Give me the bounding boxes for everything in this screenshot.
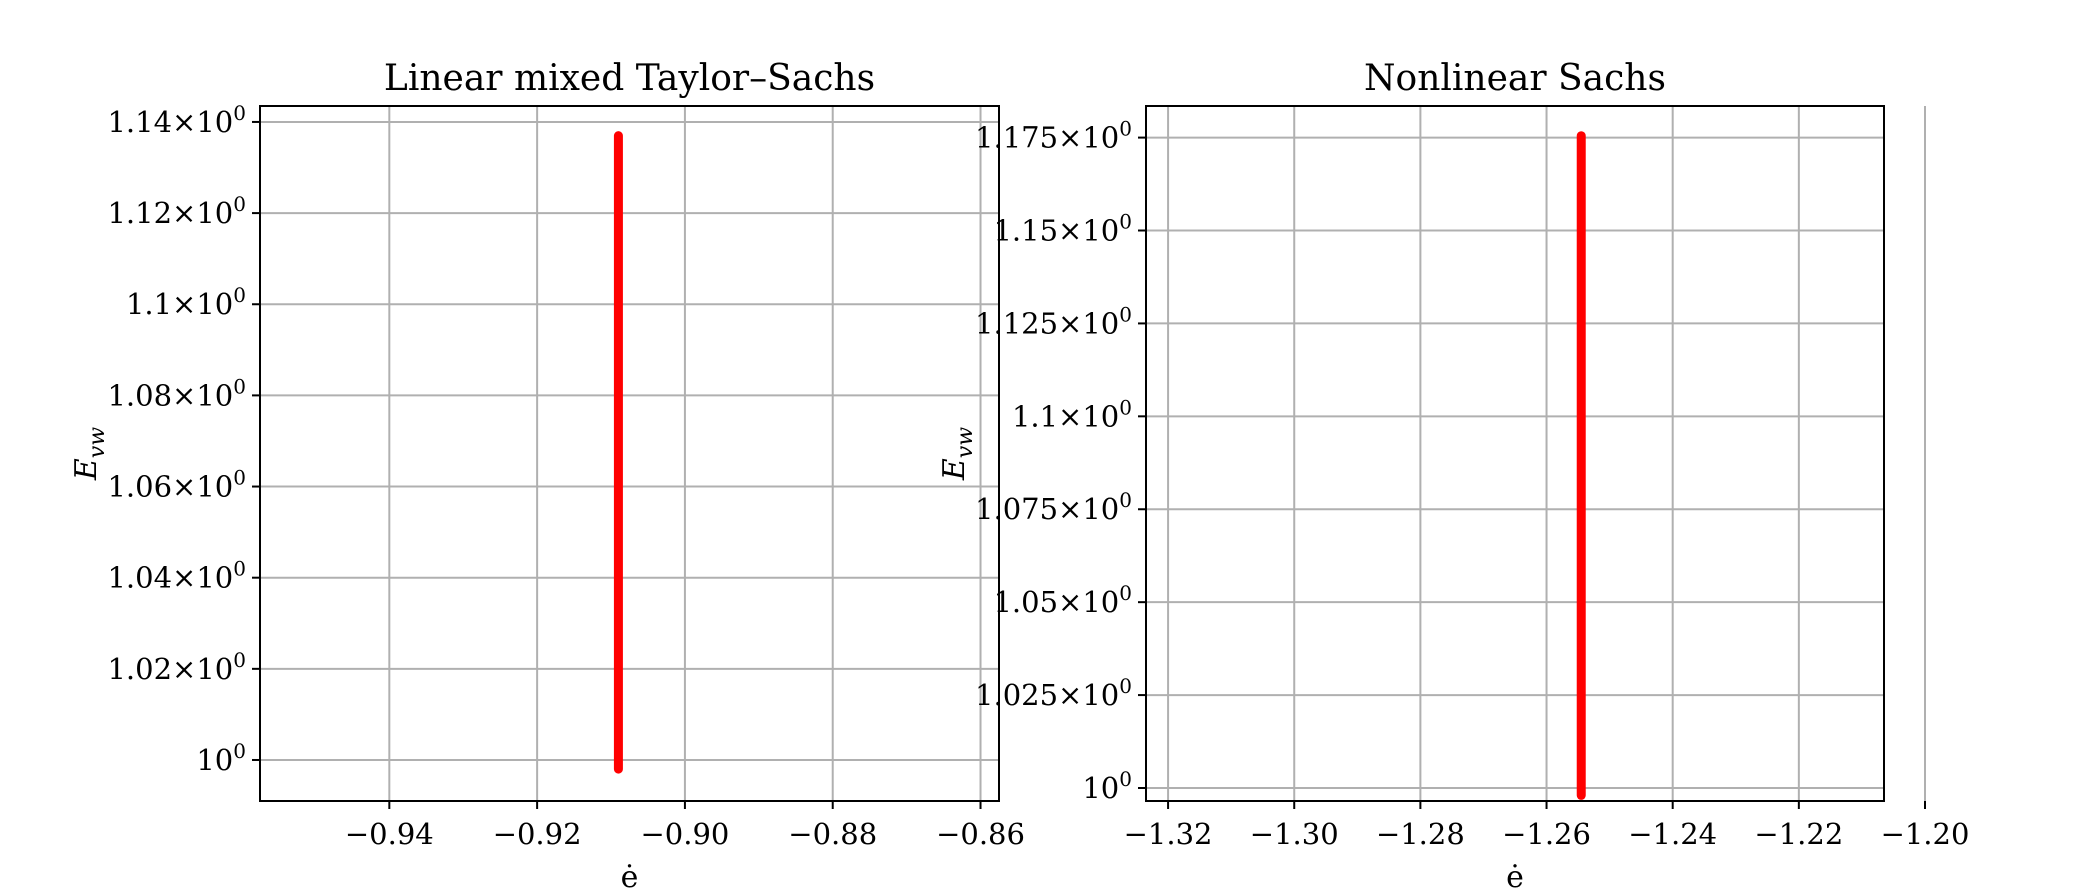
x-tick-label: −1.22 xyxy=(1754,817,1843,851)
x-tick-label: −0.92 xyxy=(493,817,582,851)
subplot-1: −0.94 −0.92 −0.90 −0.88 −0.86 100 1.02×100 1.04… xyxy=(69,58,1025,892)
y-axis-label: Evw xyxy=(937,427,978,481)
x-tick-label: −1.32 xyxy=(1124,817,1213,851)
y-tick-label: 1.1×100 xyxy=(1012,395,1132,433)
y-tick-label: 1.06×100 xyxy=(107,466,246,504)
x-axis-label: ė xyxy=(621,860,639,892)
x-tick-label: −1.26 xyxy=(1502,817,1591,851)
axes-frame xyxy=(259,105,1000,802)
x-tick-label: −1.30 xyxy=(1250,817,1339,851)
x-axis-label: ė xyxy=(1506,860,1524,892)
x-tick-label: −0.90 xyxy=(640,817,729,851)
y-tick-label: 1.12×100 xyxy=(107,192,246,230)
y-tick-label: 1.02×100 xyxy=(107,648,246,686)
y-tick-label: 1.15×100 xyxy=(993,210,1132,248)
y-tick-label: 1.08×100 xyxy=(107,374,246,412)
subplot-title: Nonlinear Sachs xyxy=(1364,58,1666,99)
x-tick-label: −0.86 xyxy=(936,817,1025,851)
subplot-title: Linear mixed Taylor–Sachs xyxy=(384,58,875,99)
y-tick-label: 1.025×100 xyxy=(975,674,1132,712)
y-tick-label: 1.075×100 xyxy=(975,488,1132,526)
y-tick-label: 1.125×100 xyxy=(975,302,1132,340)
y-tick-label: 1.14×100 xyxy=(107,101,246,139)
x-tick-label: −1.24 xyxy=(1628,817,1717,851)
x-tick-label: −0.88 xyxy=(788,817,877,851)
y-tick-label: 1.04×100 xyxy=(107,557,246,595)
x-tick-label: −1.20 xyxy=(1881,817,1970,851)
x-tick-label: −0.94 xyxy=(345,817,434,851)
y-tick-label: 100 xyxy=(1082,767,1132,805)
x-tick-label: −1.28 xyxy=(1376,817,1465,851)
y-tick-label: 100 xyxy=(196,739,246,777)
y-tick-label: 1.05×100 xyxy=(993,581,1132,619)
axes-frame xyxy=(1145,105,1885,802)
y-tick-label: 1.1×100 xyxy=(126,283,246,321)
subplot-2: −1.32 −1.30 −1.28 −1.26 −1.24 −1.22 −1.20 100 1.… xyxy=(937,58,1969,892)
y-axis-label: Evw xyxy=(69,427,110,481)
y-tick-label: 1.175×100 xyxy=(975,117,1132,155)
